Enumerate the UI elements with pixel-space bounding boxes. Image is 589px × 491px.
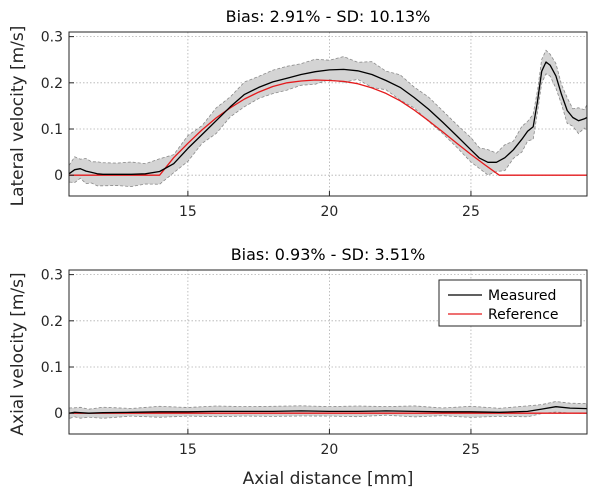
legend-measured-label: Measured	[488, 288, 556, 304]
lateral-y-ticks: 0 0.1 0.2 0.3	[41, 30, 74, 184]
axial-chart-title: Bias: 0.93% - SD: 3.51%	[231, 245, 426, 264]
series-line-measured	[68, 406, 588, 414]
axial-x-ticks: 15 20 25	[179, 429, 480, 458]
y-tick-label: 0.2	[41, 76, 63, 92]
lateral-uncertainty-band	[68, 49, 588, 188]
y-tick-label: 0.3	[41, 30, 63, 46]
x-tick-label: 20	[321, 442, 339, 458]
lateral-x-ticks: 15 20 25	[179, 191, 480, 220]
lateral-plot-frame	[68, 31, 588, 197]
x-tick-label: 20	[321, 204, 339, 220]
x-tick-label: 25	[462, 204, 480, 220]
legend-reference-label: Reference	[488, 307, 559, 323]
axial-y-axis-label: Axial velocity [m/s]	[8, 272, 28, 435]
lateral-y-axis-label: Lateral velocity [m/s]	[8, 26, 28, 207]
y-tick-label: 0.1	[41, 360, 63, 376]
axial-x-axis-label: Axial distance [mm]	[243, 469, 414, 489]
y-tick-label: 0	[54, 406, 63, 422]
measured-confidence-band	[68, 49, 588, 188]
x-tick-label: 25	[462, 442, 480, 458]
lateral-series-lines	[68, 61, 588, 176]
series-line-reference	[69, 79, 587, 176]
measured-confidence-band	[68, 401, 588, 420]
x-tick-label: 15	[179, 442, 197, 458]
axial-uncertainty-band	[68, 401, 588, 420]
lateral-chart-title: Bias: 2.91% - SD: 10.13%	[226, 7, 431, 26]
axial-y-ticks: 0 0.1 0.2 0.3	[41, 268, 74, 422]
y-tick-label: 0	[54, 168, 63, 184]
lateral-velocity-chart: Bias: 2.91% - SD: 10.13% Lateral velocit…	[8, 7, 588, 220]
axial-series-lines	[68, 406, 588, 414]
axial-velocity-chart: Bias: 0.93% - SD: 3.51% Axial velocity […	[8, 245, 588, 489]
series-line-measured	[68, 61, 588, 175]
legend: Measured Reference	[438, 279, 582, 327]
x-tick-label: 15	[179, 204, 197, 220]
legend-box	[438, 279, 582, 327]
y-tick-label: 0.2	[41, 314, 63, 330]
y-tick-label: 0.1	[41, 122, 63, 138]
axial-plot-frame	[68, 269, 588, 435]
y-tick-label: 0.3	[41, 268, 63, 284]
